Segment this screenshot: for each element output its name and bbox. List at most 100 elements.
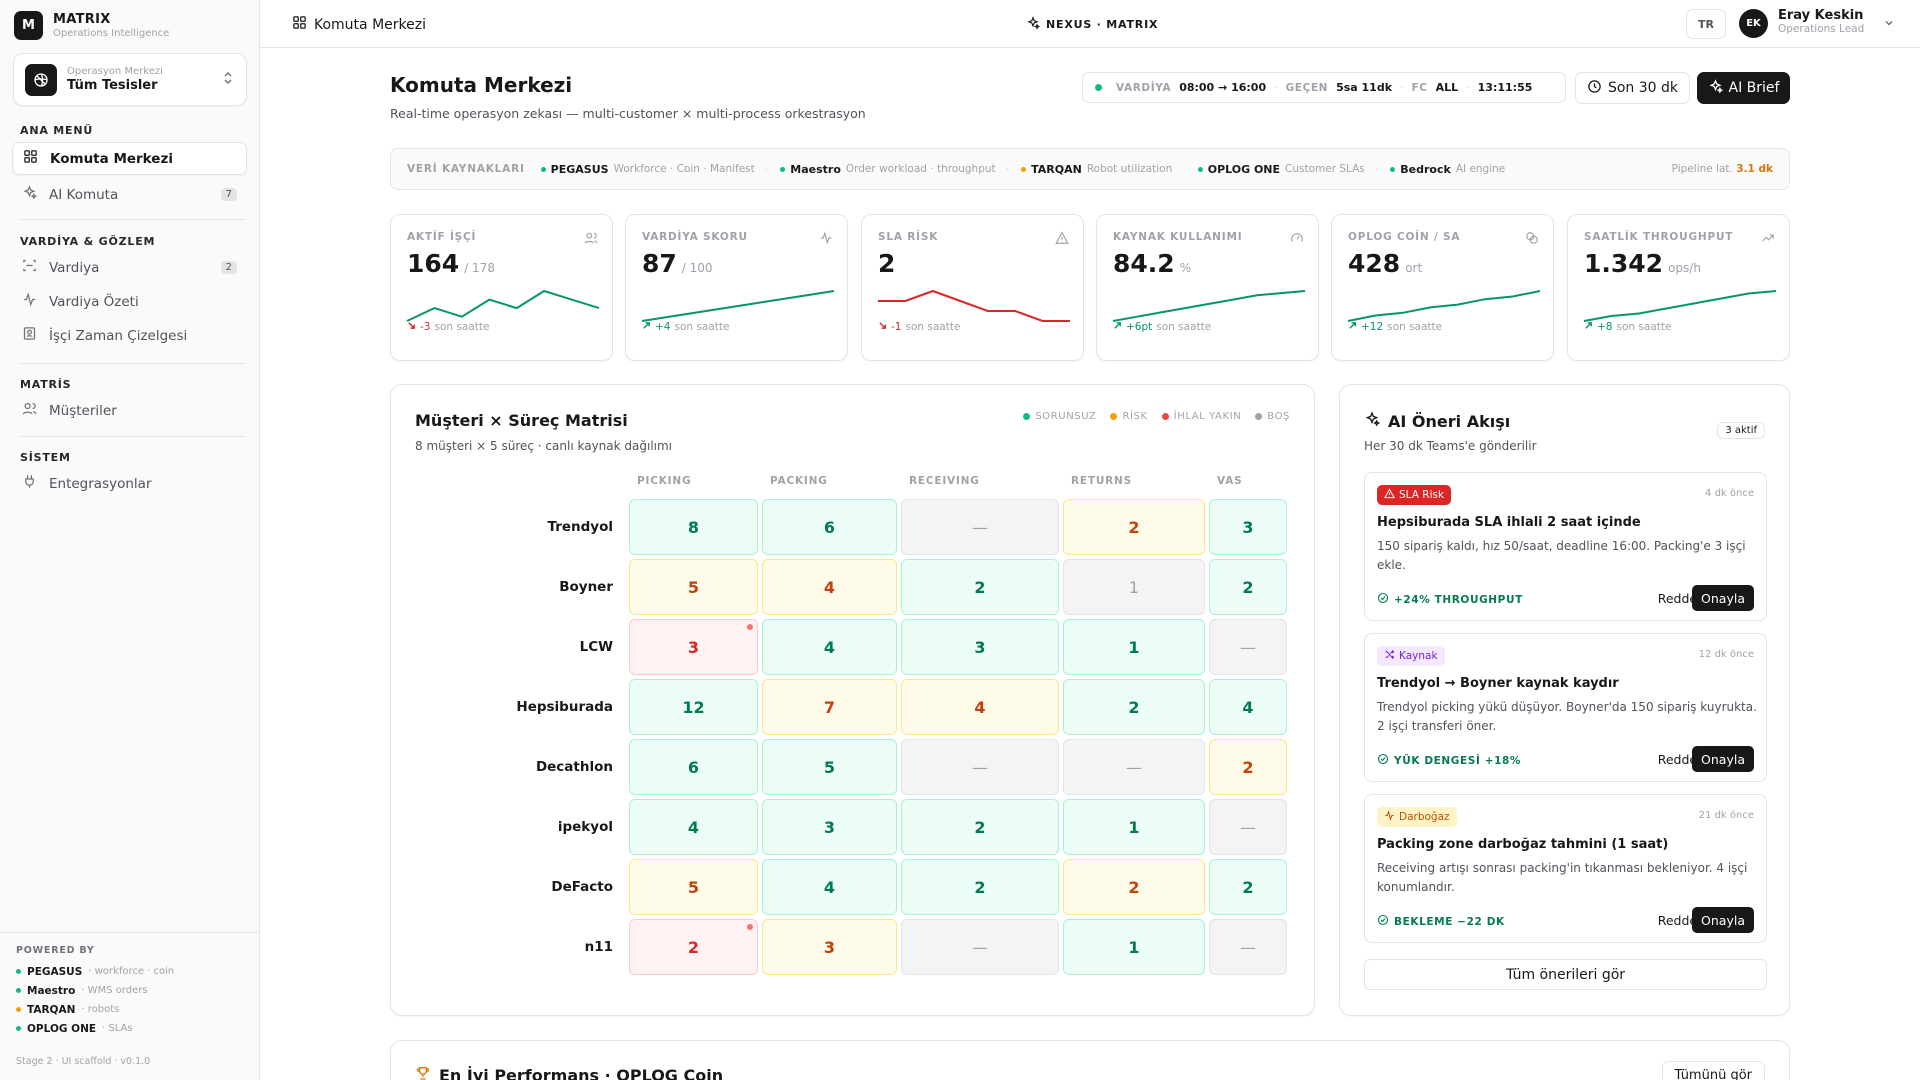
matrix-cell[interactable]: — (1063, 739, 1205, 795)
cell-value: 1 (1128, 817, 1140, 837)
matrix-cell[interactable]: 4 (762, 559, 897, 615)
matrix-cell[interactable]: 5 (762, 739, 897, 795)
kpi-label: OPLOG COİN / SA (1348, 231, 1461, 243)
shift-status: VARDİYA 08:00 → 16:00 · GEÇEN 5sa 11dk ·… (1082, 72, 1566, 103)
matrix-cell[interactable]: 2 (1063, 859, 1205, 915)
cell-value: 4 (823, 637, 836, 657)
separator: · (1466, 81, 1470, 94)
matrix-cell[interactable]: — (1209, 799, 1287, 855)
kpi-card[interactable]: OPLOG COİN / SA 428 ort +12 son saatte (1331, 214, 1554, 361)
matrix-cell[interactable]: 2 (1209, 859, 1287, 915)
sidebar-item-musteriler[interactable]: Müşteriler (12, 394, 247, 427)
matrix-cell[interactable]: 4 (1209, 679, 1287, 735)
matrix-cell[interactable]: — (1209, 619, 1287, 675)
kpi-suffix: / 100 (681, 261, 713, 275)
time-range-label: Son 30 dk (1607, 80, 1679, 96)
legend-item: İHLAL YAKIN (1161, 411, 1242, 422)
suggestion-title: Packing zone darboğaz tahmini (1 saat) (1377, 837, 1669, 852)
matrix-cell[interactable]: 4 (762, 619, 897, 675)
kpi-card[interactable]: SLA RİSK 2 -1 son saatte (861, 214, 1084, 361)
matrix-cell[interactable]: 2 (1209, 559, 1287, 615)
matrix-cell[interactable]: 12 (629, 679, 758, 735)
chevron-down-icon[interactable] (1883, 17, 1895, 33)
arrow-down-right-icon (407, 321, 416, 333)
powered-desc: · workforce · coin (88, 966, 175, 977)
separator: · (764, 162, 769, 176)
suggestion-body: 150 sipariş kaldı, hız 50/saat, deadline… (1377, 539, 1746, 572)
matrix-cell[interactable]: 8 (629, 499, 758, 555)
matrix-cell[interactable]: 3 (629, 619, 758, 675)
matrix-cell[interactable]: 3 (762, 799, 897, 855)
matrix-cell[interactable]: 1 (1063, 559, 1205, 615)
kpi-card[interactable]: AKTİF İŞÇİ 164 / 178 -3 son saatte (390, 214, 613, 361)
facility-selector[interactable]: Operasyon Merkezi Tüm Tesisler (13, 53, 247, 106)
matrix-cell[interactable]: 4 (901, 679, 1059, 735)
live-dot (1095, 84, 1102, 91)
approve-button[interactable]: Onayla (1692, 746, 1754, 772)
sidebar-item-label: Müşteriler (49, 402, 117, 419)
matrix-cell[interactable]: 5 (629, 559, 758, 615)
matrix-cell[interactable]: 6 (762, 499, 897, 555)
matrix-cell[interactable]: 2 (901, 859, 1059, 915)
matrix-cell[interactable]: 3 (762, 919, 897, 975)
matrix-cell[interactable]: 7 (762, 679, 897, 735)
matrix-cell[interactable]: 1 (1063, 799, 1205, 855)
sidebar: M MATRIX Operations Intelligence Operasy… (0, 0, 260, 1080)
see-all-button[interactable]: Tümünü gör (1661, 1061, 1765, 1080)
user-menu[interactable]: Eray Keskin Operations Lead (1778, 8, 1864, 35)
kpi-card[interactable]: KAYNAK KULLANIMI 84.2% +6pt son saatte (1096, 214, 1319, 361)
matrix-cell[interactable]: 1 (1063, 919, 1205, 975)
matrix-cell[interactable]: 2 (901, 559, 1059, 615)
suggestion-card: SLA Risk 4 dk önce Hepsiburada SLA ihlal… (1364, 472, 1767, 621)
cell-value: 7 (823, 697, 836, 717)
matrix-cell[interactable]: — (1209, 919, 1287, 975)
separator: · (1005, 162, 1010, 176)
matrix-cell[interactable]: 2 (901, 799, 1059, 855)
suggestion-impact: +24% THROUGHPUT (1377, 592, 1523, 607)
approve-button[interactable]: Onayla (1692, 585, 1754, 611)
divider (20, 363, 246, 364)
kpi-card[interactable]: SAATLİK THROUGHPUT 1.342 ops/h +8 son saa… (1567, 214, 1790, 361)
language-button[interactable]: TR (1686, 9, 1726, 39)
center-brand-label: NEXUS · MATRIX (1046, 18, 1159, 31)
matrix-cell[interactable]: 2 (629, 919, 758, 975)
all-suggestions-button[interactable]: Tüm önerileri gör (1364, 959, 1767, 990)
breadcrumb[interactable]: Komuta Merkezi (292, 15, 426, 34)
sidebar-item-isci-zaman-cizelgesi[interactable]: İşçi Zaman Çizelgesi (12, 319, 247, 352)
matrix-cell[interactable]: 2 (1063, 679, 1205, 735)
matrix-cell[interactable]: — (901, 499, 1059, 555)
reject-button[interactable]: Reddet (1657, 912, 1702, 928)
matrix-cell[interactable]: 3 (1209, 499, 1287, 555)
source-desc: Customer SLAs (1285, 163, 1365, 175)
time-range-button[interactable]: Son 30 dk (1575, 72, 1690, 104)
kpi-suffix: ort (1405, 261, 1423, 275)
matrix-cell[interactable]: 3 (901, 619, 1059, 675)
kpi-delta-value: -3 (420, 321, 431, 333)
shuffle-icon (1384, 649, 1395, 663)
matrix-cell[interactable]: 2 (1063, 499, 1205, 555)
cell-value: 1 (1128, 637, 1140, 657)
cell-value: 1 (1128, 577, 1140, 597)
matrix-cell[interactable]: 1 (1063, 619, 1205, 675)
avatar[interactable]: EK (1739, 9, 1768, 38)
matrix-cell[interactable]: 5 (629, 859, 758, 915)
matrix-cell[interactable]: — (901, 919, 1059, 975)
sidebar-item-entegrasyonlar[interactable]: Entegrasyonlar (12, 467, 247, 500)
kpi-card[interactable]: VARDİYA SKORU 87 / 100 +4 son saatte (625, 214, 848, 361)
sidebar-item-komuta-merkezi[interactable]: Komuta Merkezi (12, 142, 247, 175)
matrix-cell[interactable]: — (901, 739, 1059, 795)
ai-brief-button[interactable]: AI Brief (1697, 72, 1790, 104)
sidebar-item-vardiya-ozeti[interactable]: Vardiya Özeti (12, 285, 247, 318)
reject-button[interactable]: Reddet (1657, 590, 1702, 606)
suggestion-time: 21 dk önce (1698, 810, 1754, 821)
approve-button[interactable]: Onayla (1692, 907, 1754, 933)
matrix-cell[interactable]: 2 (1209, 739, 1287, 795)
arrow-up-right-icon (1584, 321, 1593, 333)
brand[interactable]: M MATRIX Operations Intelligence (14, 11, 169, 40)
matrix-cell[interactable]: 4 (762, 859, 897, 915)
reject-button[interactable]: Reddet (1657, 751, 1702, 767)
matrix-cell[interactable]: 6 (629, 739, 758, 795)
sidebar-item-ai-komuta[interactable]: AI Komuta 7 (12, 178, 247, 211)
sidebar-item-vardiya[interactable]: Vardiya 2 (12, 251, 247, 284)
matrix-cell[interactable]: 4 (629, 799, 758, 855)
